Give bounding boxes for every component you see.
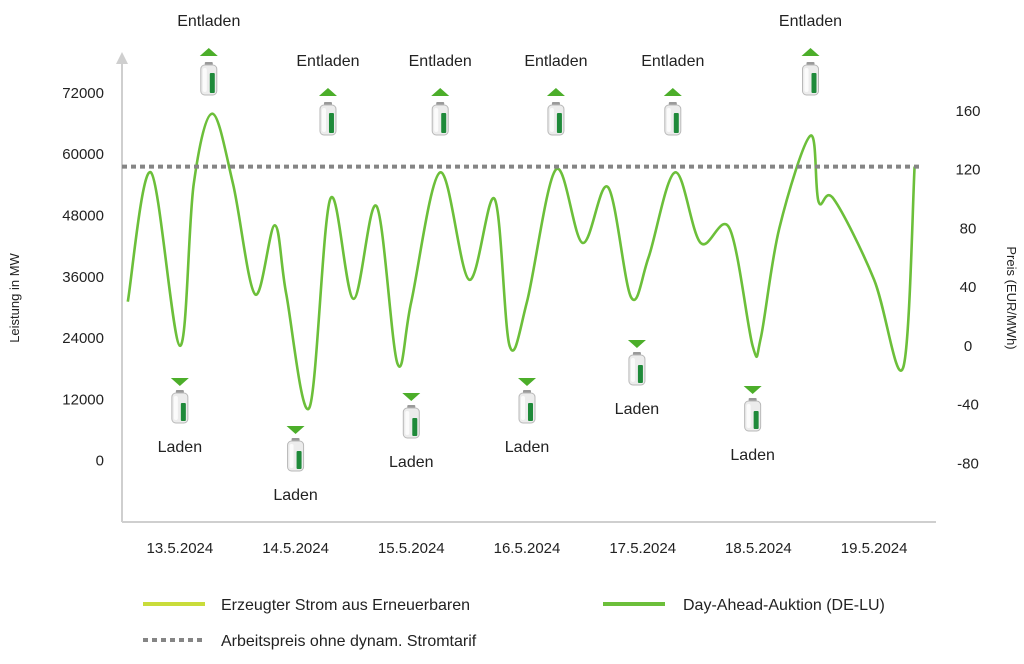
annotation-label: Laden xyxy=(505,439,550,456)
legend-label: Erzeugter Strom aus Erneuerbaren xyxy=(221,597,470,614)
legend-item: Day-Ahead-Auktion (DE-LU) xyxy=(603,597,885,614)
y-right-tick-label: 120 xyxy=(955,162,980,179)
annotation-label: Entladen xyxy=(177,13,240,30)
annotation-label: Entladen xyxy=(779,13,842,30)
y-right-tick-label: 160 xyxy=(955,103,980,120)
y-left-tick-label: 48000 xyxy=(62,207,104,224)
series-group xyxy=(122,112,921,411)
y-right-tick-label: -80 xyxy=(957,455,979,472)
battery-icon xyxy=(547,102,565,136)
y-right-tick-label: -40 xyxy=(957,397,979,414)
y-left-tick-label: 12000 xyxy=(62,391,104,408)
y-axis-left-ticks: 72000 60000 48000 36000 24000 12000 0 xyxy=(62,85,104,470)
battery-icon xyxy=(518,390,536,424)
annotation-discharge: Entladen xyxy=(779,13,842,96)
arrow-up-icon xyxy=(546,88,565,96)
annotation-label: Laden xyxy=(389,454,434,471)
arrow-up-icon xyxy=(431,88,450,96)
arrow-down-icon xyxy=(402,393,421,401)
annotation-label: Entladen xyxy=(409,53,472,70)
x-tick-label: 15.5.2024 xyxy=(378,540,445,557)
y-left-tick-label: 24000 xyxy=(62,330,104,347)
annotation-label: Laden xyxy=(158,439,203,456)
legend-item: Arbeitspreis ohne dynam. Stromtarif xyxy=(143,633,477,650)
annotation-discharge: Entladen xyxy=(524,53,588,136)
annotation-discharge: Entladen xyxy=(641,53,704,136)
battery-icon xyxy=(628,352,646,386)
annotation-charge: Laden xyxy=(615,340,660,418)
annotation-label: Laden xyxy=(730,447,775,464)
annotation-charge: Laden xyxy=(389,393,434,471)
battery-icon xyxy=(171,390,189,424)
y-axis-arrow xyxy=(116,52,128,64)
battery-icon xyxy=(664,102,682,136)
y-axis-left-label: Leistung in MW xyxy=(7,252,22,342)
battery-icon xyxy=(744,398,762,432)
annotation-label: Entladen xyxy=(641,53,704,70)
arrow-up-icon xyxy=(199,48,218,56)
annotation-charge: Laden xyxy=(730,386,775,464)
annotation-label: Entladen xyxy=(524,53,587,70)
y-left-tick-label: 72000 xyxy=(62,85,104,102)
annotation-discharge: Entladen xyxy=(409,53,472,136)
arrow-up-icon xyxy=(318,88,337,96)
arrow-down-icon xyxy=(170,378,189,386)
battery-icon xyxy=(200,62,218,96)
battery-icon xyxy=(431,102,449,136)
legend-label: Day-Ahead-Auktion (DE-LU) xyxy=(683,597,885,614)
legend-item: Erzeugter Strom aus Erneuerbaren xyxy=(143,597,470,614)
arrow-down-icon xyxy=(286,426,305,434)
y-left-tick-label: 36000 xyxy=(62,269,104,286)
legend-label: Arbeitspreis ohne dynam. Stromtarif xyxy=(221,633,477,650)
annotation-charge: Laden xyxy=(273,426,318,504)
series-day-ahead-line xyxy=(126,112,916,411)
annotation-charge: Laden xyxy=(158,378,203,456)
arrow-up-icon xyxy=(663,88,682,96)
x-tick-label: 18.5.2024 xyxy=(725,540,792,557)
axes xyxy=(116,52,936,523)
annotation-label: Entladen xyxy=(296,53,359,70)
y-left-tick-label: 60000 xyxy=(62,146,104,163)
x-tick-label: 16.5.2024 xyxy=(494,540,561,557)
arrow-down-icon xyxy=(518,378,536,386)
y-axis-right-label: Preis (EUR/MWh) xyxy=(1004,246,1019,349)
x-tick-label: 19.5.2024 xyxy=(841,540,908,557)
y-right-tick-label: 0 xyxy=(964,338,972,355)
annotation-label: Laden xyxy=(615,401,660,418)
arrow-down-icon xyxy=(743,386,762,394)
x-tick-label: 13.5.2024 xyxy=(146,540,213,557)
annotation-charge: Laden xyxy=(505,378,550,456)
arrow-down-icon xyxy=(627,340,646,348)
battery-icon xyxy=(402,405,420,439)
legend: Erzeugter Strom aus Erneuerbaren Day-Ahea… xyxy=(143,597,885,650)
y-axis-right-ticks: 160 120 80 40 0 -40 -80 xyxy=(955,103,980,473)
annotation-discharge: Entladen xyxy=(296,53,360,136)
battery-icon xyxy=(319,102,337,136)
battery-icon xyxy=(802,62,819,96)
annotation-label: Laden xyxy=(273,487,318,504)
y-right-tick-label: 40 xyxy=(960,279,977,296)
battery-icon xyxy=(287,438,305,472)
x-axis-ticks: 13.5.2024 14.5.2024 15.5.2024 16.5.2024 17.5… xyxy=(146,540,907,557)
annotations-group: Entladen Entladen Entladen Entladen Entladen… xyxy=(158,13,842,504)
y-right-tick-label: 80 xyxy=(960,220,977,237)
y-left-tick-label: 0 xyxy=(96,453,104,470)
annotation-discharge: Entladen xyxy=(177,13,240,96)
arrow-up-icon xyxy=(801,48,820,56)
x-tick-label: 14.5.2024 xyxy=(262,540,329,557)
x-tick-label: 17.5.2024 xyxy=(609,540,676,557)
